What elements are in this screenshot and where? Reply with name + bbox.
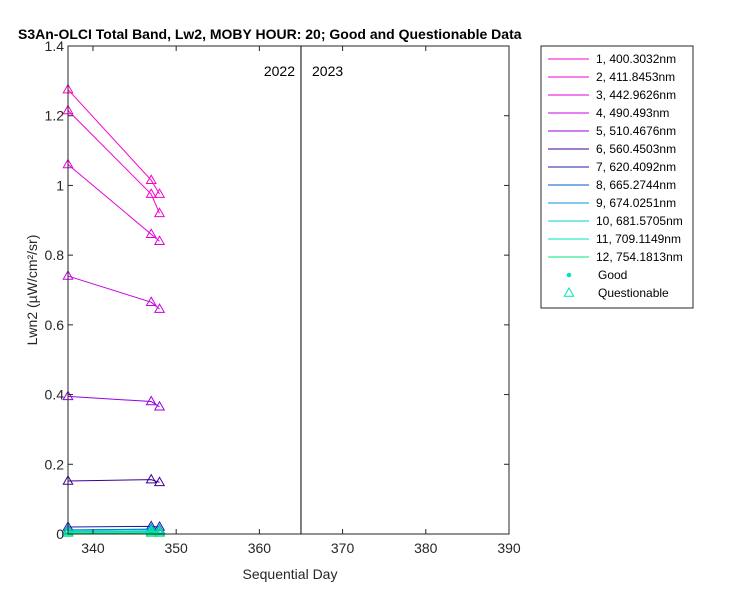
legend-triangle-marker bbox=[563, 286, 575, 297]
data-point bbox=[153, 526, 166, 537]
legend-label: 8, 665.2744nm bbox=[596, 178, 676, 192]
x-axis-label: Sequential Day bbox=[243, 566, 338, 582]
legend-label: 11, 709.1149nm bbox=[596, 232, 681, 246]
legend-label: 7, 620.4092nm bbox=[596, 160, 676, 174]
y-tick-label: 0.4 bbox=[45, 387, 65, 403]
legend-item: 7, 620.4092nm bbox=[548, 160, 676, 174]
legend-item: 2, 411.8453nm bbox=[548, 70, 675, 84]
series-line bbox=[67, 275, 160, 310]
legend-label: 3, 442.9626nm bbox=[596, 88, 676, 102]
y-axis-label: Lwn2 (µW/cm²/sr) bbox=[24, 235, 40, 346]
series-line bbox=[67, 110, 160, 214]
data-point bbox=[145, 228, 157, 238]
chart-title: S3An-OLCI Total Band, Lw2, MOBY HOUR: 20… bbox=[18, 26, 522, 42]
data-point bbox=[145, 188, 157, 198]
legend-item: 5, 510.4676nm bbox=[548, 124, 676, 138]
y-tick-label: 0.2 bbox=[45, 456, 65, 472]
data-point bbox=[62, 525, 74, 536]
legend-item: 4, 490.493nm bbox=[548, 106, 669, 120]
legend-label: Questionable bbox=[598, 286, 669, 300]
legend-item: 11, 709.1149nm bbox=[548, 232, 681, 246]
y-tick-label: 0.6 bbox=[45, 317, 65, 333]
legend-item: 12, 754.1813nm bbox=[548, 250, 683, 264]
x-tick-label: 340 bbox=[81, 540, 105, 556]
series-line bbox=[67, 164, 160, 242]
series-line bbox=[67, 89, 160, 195]
legend-label: 1, 400.3032nm bbox=[596, 52, 676, 66]
y-tick-label: 1.2 bbox=[45, 108, 65, 124]
legend-item: 1, 400.3032nm bbox=[548, 52, 676, 66]
data-point bbox=[153, 521, 166, 531]
legend-dot-marker bbox=[566, 272, 572, 278]
legend-item-marker: Good bbox=[566, 268, 627, 282]
plot-area bbox=[67, 45, 510, 535]
x-tick-label: 380 bbox=[414, 540, 438, 556]
legend-label: 4, 490.493nm bbox=[596, 106, 669, 120]
data-point bbox=[153, 188, 166, 198]
legend-item: 10, 681.5705nm bbox=[548, 214, 683, 228]
legend-item: 8, 665.2744nm bbox=[548, 178, 676, 192]
data-point bbox=[145, 395, 157, 406]
series-12 bbox=[62, 526, 166, 537]
data-point bbox=[145, 473, 157, 484]
legend-label: Good bbox=[598, 268, 627, 282]
data-point bbox=[145, 526, 157, 537]
legend-label: 10, 681.5705nm bbox=[596, 214, 683, 228]
data-point bbox=[145, 174, 157, 184]
y-tick-label: 1.4 bbox=[45, 38, 65, 54]
legend-box bbox=[540, 45, 694, 309]
data-point bbox=[153, 476, 166, 487]
x-tick-label: 350 bbox=[164, 540, 188, 556]
data-point bbox=[62, 526, 74, 537]
legend-item: 6, 560.4503nm bbox=[548, 142, 676, 156]
legend-label: 2, 411.8453nm bbox=[596, 70, 675, 84]
series-line bbox=[67, 395, 160, 408]
data-point bbox=[153, 207, 166, 218]
x-tick-label: 390 bbox=[497, 540, 521, 556]
x-tick-label: 360 bbox=[248, 540, 272, 556]
data-point bbox=[153, 400, 166, 411]
legend-item: 9, 674.0251nm bbox=[548, 196, 676, 210]
year-label-left: 2022 bbox=[264, 63, 295, 79]
data-point bbox=[153, 235, 166, 245]
data-point bbox=[145, 296, 157, 306]
y-tick-label: 0 bbox=[56, 526, 64, 542]
data-point bbox=[153, 525, 166, 536]
legend-label: 6, 560.4503nm bbox=[596, 142, 676, 156]
legend-label: 12, 754.1813nm bbox=[596, 250, 683, 264]
data-point bbox=[145, 525, 157, 536]
y-tick-label: 1 bbox=[56, 177, 64, 193]
year-label-right: 2023 bbox=[312, 63, 343, 79]
data-point bbox=[153, 303, 166, 313]
legend-item: 3, 442.9626nm bbox=[548, 88, 676, 102]
legend-label: 9, 674.0251nm bbox=[596, 196, 676, 210]
legend-label: 5, 510.4676nm bbox=[596, 124, 676, 138]
y-tick-label: 0.8 bbox=[45, 247, 65, 263]
legend-item-marker: Questionable bbox=[563, 286, 669, 300]
x-tick-label: 370 bbox=[331, 540, 355, 556]
